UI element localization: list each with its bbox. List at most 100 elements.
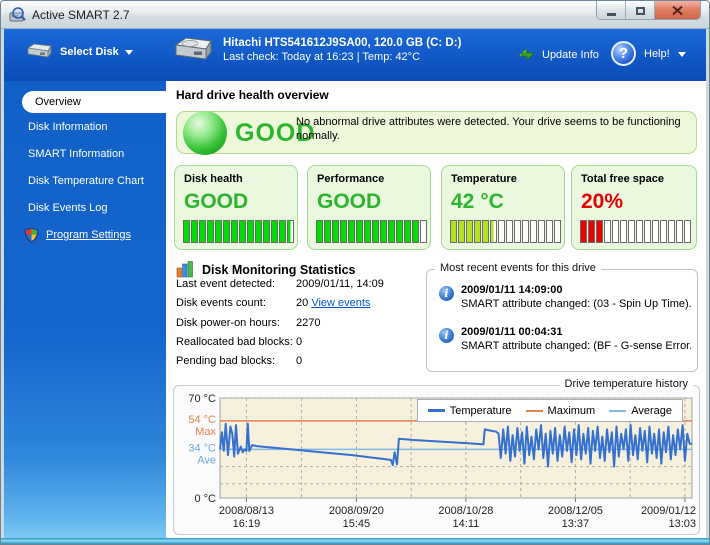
sidebar-item-smart-information[interactable]: SMART Information — [28, 148, 125, 160]
stat-value: 0 — [296, 355, 303, 367]
gauge-segment — [660, 220, 667, 243]
close-button[interactable] — [655, 1, 700, 19]
gauge-bar — [316, 220, 428, 243]
svg-text:Ave: Ave — [197, 454, 216, 466]
current-drive-info: Hitachi HTS541612J9SA00, 120.0 GB (C: D:… — [172, 36, 461, 64]
legend-average: Average — [609, 405, 672, 417]
event-description: SMART attribute changed: (BF - G-sense E… — [461, 340, 691, 352]
svg-text:13:37: 13:37 — [562, 518, 590, 530]
page-title: Hard drive health overview — [176, 88, 329, 102]
status-message: No abnormal drive attributes were detect… — [296, 116, 681, 142]
stat-last-event: Last event detected: 2009/01/11, 14:09 — [176, 278, 384, 290]
gauge-segment — [364, 220, 371, 243]
gauge-segment — [191, 220, 198, 243]
program-settings-link[interactable]: Program Settings — [24, 227, 131, 243]
gauge-segment — [271, 220, 278, 243]
close-icon — [672, 6, 683, 15]
gauge-segment — [604, 220, 611, 243]
svg-text:2008/10/28: 2008/10/28 — [438, 505, 493, 517]
gauge-segment — [636, 220, 643, 243]
event-time: 2009/01/11 00:04:31 — [461, 326, 563, 338]
gauge-segment — [247, 220, 254, 243]
svg-text:34 °C: 34 °C — [188, 442, 216, 454]
svg-text:16:19: 16:19 — [233, 518, 261, 530]
gauge-segment — [239, 220, 246, 243]
gauge-segment — [530, 220, 537, 243]
svg-text:2008/08/13: 2008/08/13 — [219, 505, 274, 517]
sidebar-item-overview[interactable]: Overview — [22, 91, 166, 113]
stat-power-on-hours: Disk power-on hours: 2270 — [176, 317, 320, 329]
gauge-segment — [588, 220, 595, 243]
gauge-segment — [458, 220, 465, 243]
recent-events-title: Most recent events for this drive — [435, 262, 601, 274]
window-controls — [596, 1, 701, 20]
gauge-segment — [652, 220, 659, 243]
legend-line-icon — [427, 409, 445, 412]
select-disk-button[interactable]: Select Disk — [26, 43, 133, 60]
help-button[interactable]: ? Help! — [611, 41, 686, 66]
refresh-icon — [518, 48, 535, 61]
gauge-segment — [498, 220, 505, 243]
gauge-segment — [287, 220, 294, 243]
stat-label: Reallocated bad blocks: — [176, 336, 293, 348]
temperature-chart: Drive temperature history 2008/08/13 16:1… — [173, 378, 700, 535]
stat-reallocated-blocks: Reallocated bad blocks: 0 — [176, 336, 302, 348]
help-label: Help! — [644, 47, 670, 60]
gauge-segment — [316, 220, 323, 243]
gauge-segment — [628, 220, 635, 243]
svg-text:2009/01/12: 2009/01/12 — [641, 505, 696, 517]
select-disk-label: Select Disk — [60, 45, 119, 58]
gauge-segment — [620, 220, 627, 243]
gauge-segment — [450, 220, 457, 243]
gauge-segment — [404, 220, 411, 243]
stat-value: 2009/01/11, 14:09 — [296, 278, 384, 290]
stat-label: Last event detected: — [176, 278, 276, 290]
title-bar: Active SMART 2.7 — [1, 1, 709, 29]
maximize-button[interactable] — [626, 1, 655, 19]
gauge-title: Disk health — [184, 173, 243, 185]
stat-label: Pending bad blocks: — [176, 355, 276, 367]
gauge-total-free-space: Total free space 20% — [571, 165, 697, 250]
minimize-button[interactable] — [597, 1, 626, 19]
program-settings-label: Program Settings — [46, 229, 131, 241]
stats-section-title: Disk Monitoring Statistics — [176, 261, 356, 278]
event-item: i 2009/01/11 14:09:00 SMART attribute ch… — [437, 284, 691, 310]
svg-text:54 °C: 54 °C — [188, 414, 216, 426]
svg-text:13:03: 13:03 — [668, 518, 696, 530]
gauge-segment — [388, 220, 395, 243]
svg-text:2008/12/05: 2008/12/05 — [548, 505, 603, 517]
stat-label: Disk events count: — [176, 297, 266, 309]
drive-status: Last check: Today at 16:23 | Temp: 42°C — [223, 51, 421, 63]
sidebar-item-disk-information[interactable]: Disk Information — [28, 121, 108, 133]
gauge-segment — [255, 220, 262, 243]
legend-line-icon — [609, 409, 627, 412]
gauge-segment — [332, 220, 339, 243]
gauge-value: 20% — [581, 190, 624, 213]
chevron-down-icon — [677, 52, 686, 57]
stat-value: 20 — [296, 297, 309, 309]
sidebar-item-disk-events-log[interactable]: Disk Events Log — [28, 202, 108, 214]
info-icon: i — [439, 328, 454, 343]
event-description: SMART attribute changed: (03 - Spin Up T… — [461, 298, 691, 310]
sidebar: Overview Disk Information SMART Informat… — [4, 81, 166, 538]
svg-text:2008/09/20: 2008/09/20 — [329, 505, 384, 517]
gauge-segment — [596, 220, 603, 243]
gauge-segment — [372, 220, 379, 243]
legend-maximum: Maximum — [525, 405, 595, 417]
gauge-segment — [279, 220, 286, 243]
view-events-link[interactable]: View events — [311, 297, 371, 309]
disk-icon — [26, 43, 52, 59]
stat-events-count: Disk events count: 20 View events — [176, 297, 370, 309]
update-info-button[interactable]: Update Info — [517, 46, 599, 63]
chart-legend: Temperature Maximum Average — [416, 399, 683, 422]
shield-icon — [24, 227, 39, 243]
gauge-segment — [676, 220, 683, 243]
chevron-down-icon — [124, 50, 133, 55]
gauge-segment — [183, 220, 190, 243]
update-info-label: Update Info — [542, 48, 599, 61]
gauge-segment — [538, 220, 545, 243]
gauge-segment — [580, 220, 587, 243]
recent-events-box: Most recent events for this drive i 2009… — [426, 262, 698, 372]
status-sphere-icon — [183, 111, 227, 155]
sidebar-item-disk-temperature-chart[interactable]: Disk Temperature Chart — [28, 175, 144, 187]
